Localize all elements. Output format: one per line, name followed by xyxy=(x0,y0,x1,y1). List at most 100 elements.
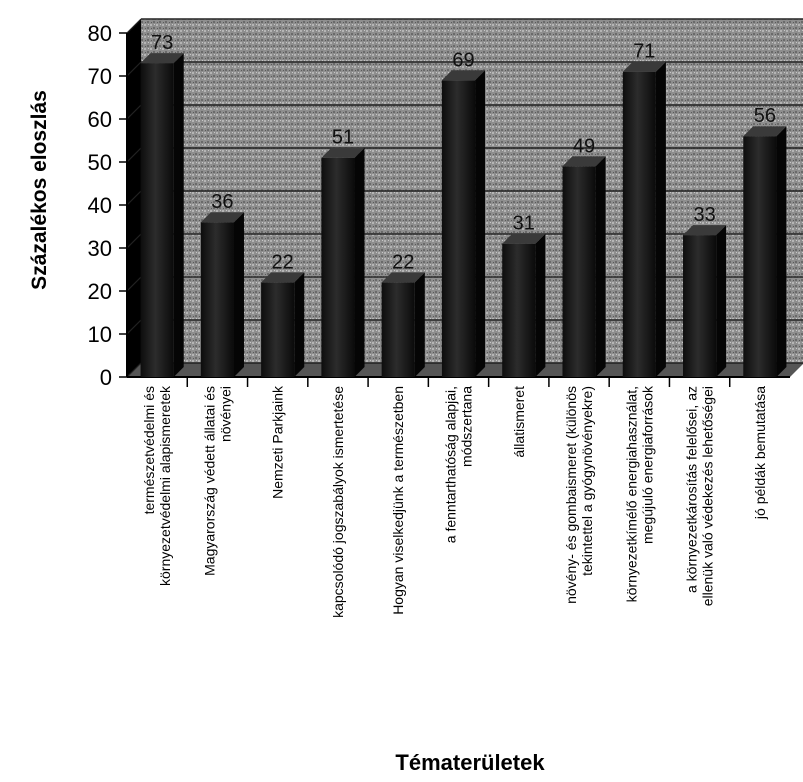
x-tick-label-line: ellenük való védekezés lehetőségei xyxy=(700,386,716,606)
bar-group xyxy=(261,272,305,377)
bar-group xyxy=(743,126,787,377)
data-label: 71 xyxy=(633,41,655,63)
y-tick-label: 60 xyxy=(88,107,112,132)
data-label: 56 xyxy=(754,105,776,127)
bar-top xyxy=(502,233,546,244)
x-tick-label-line: környezetkímélő energiahasználat, xyxy=(623,386,639,602)
bar xyxy=(441,80,476,378)
x-tick-label-line: környezetvédelmi alapismeretek xyxy=(157,385,173,586)
x-axis-title: Tématerületek xyxy=(395,750,545,775)
bar-side xyxy=(294,272,305,377)
bar-top xyxy=(441,70,486,81)
x-tick-label: a fenntarthatóság alapjai, módszertana xyxy=(443,386,475,543)
x-tick-label-line: megújuló energiaforrások xyxy=(639,385,655,544)
bar xyxy=(321,157,355,377)
bar xyxy=(622,71,656,377)
bar xyxy=(140,63,174,377)
gridline-side xyxy=(126,276,142,292)
bar xyxy=(381,282,415,377)
y-tick-label: 20 xyxy=(88,279,112,304)
bar-top xyxy=(562,156,606,167)
gridline-side xyxy=(126,362,142,378)
x-tick-label: környezetkímélő energiahasználat, megújul… xyxy=(623,385,655,602)
gridline-side xyxy=(126,18,142,34)
bar-top xyxy=(743,126,787,137)
x-tick-label-line: a környezetkárosítás felelősei, az xyxy=(684,386,700,593)
bar-top xyxy=(200,212,244,223)
bar-side xyxy=(173,53,184,377)
bar xyxy=(743,136,777,377)
gridline-side xyxy=(126,147,142,163)
bar xyxy=(502,243,536,377)
x-tick-label: természetvédelmi és környezetvédelmi alap… xyxy=(141,385,173,586)
bar-top xyxy=(140,53,184,64)
bar-top xyxy=(321,147,365,158)
y-tick-label: 80 xyxy=(88,21,112,46)
x-tick-label: kapcsolódó jogszabályok ismertetése xyxy=(330,386,346,618)
y-tick-label: 40 xyxy=(88,193,112,218)
y-tick-label: 30 xyxy=(88,236,112,261)
bar-group xyxy=(200,212,244,377)
x-tick-label: Nemzeti Parkjaink xyxy=(270,385,286,499)
data-label: 31 xyxy=(513,213,535,235)
gridline-side xyxy=(126,190,142,206)
x-tick-label: növény- és gombaismeret (különös tekintet… xyxy=(563,386,595,604)
bar-side xyxy=(414,272,425,377)
bar-group xyxy=(622,61,666,377)
bar-group xyxy=(441,70,486,378)
x-tick-label-line: természetvédelmi és xyxy=(141,386,157,514)
bar xyxy=(200,222,234,377)
x-tick-label: a környezetkárosítás felelősei, az ellenü… xyxy=(684,386,716,606)
x-tick-label: állatismeret xyxy=(511,386,527,458)
bar-top xyxy=(622,61,666,72)
data-label: 73 xyxy=(151,32,173,54)
bar-top xyxy=(381,272,425,283)
gridline-side xyxy=(126,61,142,77)
x-tick-label-line: állatismeret xyxy=(511,386,527,458)
x-tick-label-line: jó példák bemutatása xyxy=(752,386,768,520)
x-tick-label-line: Nemzeti Parkjaink xyxy=(270,385,286,499)
x-tick-label-line: módszertana xyxy=(459,386,475,467)
x-tick-label-line: kapcsolódó jogszabályok ismertetése xyxy=(330,386,346,618)
data-label: 22 xyxy=(272,251,294,273)
y-tick-label: 70 xyxy=(88,64,112,89)
x-tick-label-line: növényei xyxy=(217,386,233,442)
data-label: 51 xyxy=(332,127,354,149)
data-label: 49 xyxy=(573,135,595,157)
bar-group xyxy=(381,272,425,377)
bar-top xyxy=(683,225,727,236)
y-tick-label: 50 xyxy=(88,150,112,175)
bar-group xyxy=(140,53,184,377)
bar xyxy=(683,235,717,377)
x-tick-label-line: Hogyan viselkedjünk a természetben xyxy=(390,386,406,615)
bar-group xyxy=(502,233,546,377)
bar-side xyxy=(354,147,365,377)
x-tick-label-line: a fenntarthatóság alapjai, xyxy=(443,386,459,543)
x-tick-label-line: tekintettel a gyógynövényekre) xyxy=(579,386,595,576)
x-tick-label: Hogyan viselkedjünk a természetben xyxy=(390,386,406,615)
bar-side xyxy=(475,70,486,378)
bar-group xyxy=(321,147,365,377)
data-label: 69 xyxy=(452,49,474,71)
bar-side xyxy=(716,225,727,377)
y-tick-label: 0 xyxy=(100,365,112,390)
gridline-side xyxy=(126,233,142,249)
x-tick-label-line: növény- és gombaismeret (különös xyxy=(563,386,579,604)
gridline-side xyxy=(126,319,142,335)
data-label: 36 xyxy=(211,191,233,213)
data-label: 33 xyxy=(693,204,715,226)
bar-side xyxy=(535,233,546,377)
bar-side xyxy=(776,126,787,377)
bar-group xyxy=(562,156,606,377)
bar-side xyxy=(233,212,244,377)
bar-top xyxy=(261,272,305,283)
bar-side xyxy=(595,156,606,377)
y-tick-label: 10 xyxy=(88,322,112,347)
bar xyxy=(261,282,295,377)
x-tick-label: Magyarország védett állatai és növényei xyxy=(201,386,233,576)
x-tick-label-line: Magyarország védett állatai és xyxy=(201,386,217,576)
gridline-side xyxy=(126,104,142,120)
x-tick-label: jó példák bemutatása xyxy=(752,386,768,520)
